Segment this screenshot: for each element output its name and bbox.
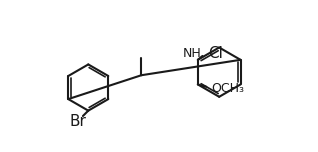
Text: OCH₃: OCH₃: [211, 82, 244, 95]
Text: Cl: Cl: [208, 46, 223, 61]
Text: Br: Br: [69, 114, 86, 129]
Text: NH: NH: [183, 47, 202, 60]
